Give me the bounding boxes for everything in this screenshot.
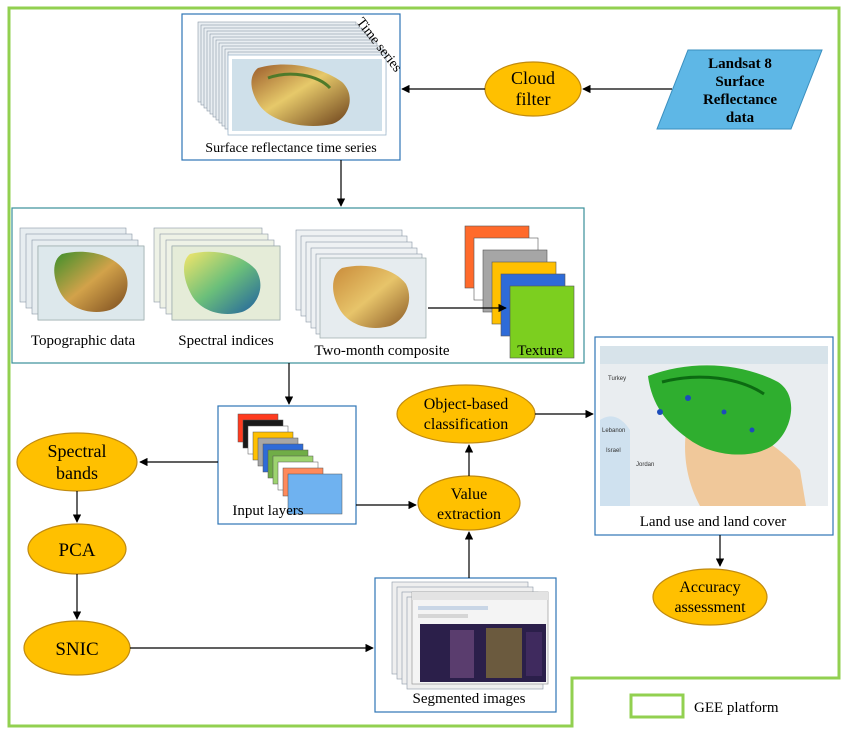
landsat-data-node xyxy=(656,49,823,130)
input-layers-stack xyxy=(237,413,343,515)
texture-layer xyxy=(509,285,575,359)
lulc-map xyxy=(600,346,828,506)
input-layers-label: Input layers xyxy=(232,503,303,519)
topographic-map xyxy=(37,245,145,321)
input-layers-frame xyxy=(217,405,357,525)
spectral-bands-label-1: Spectral xyxy=(48,441,107,461)
gee-legend-label: GEE platform xyxy=(694,700,779,716)
segmented-images-frame xyxy=(374,577,557,713)
spectral-indices-map xyxy=(171,245,281,321)
object-based-classification-node xyxy=(396,384,536,444)
map-place-label: Turkey xyxy=(608,376,626,382)
map-place-label: Lebanon xyxy=(602,428,625,434)
map-place-label: Israel xyxy=(606,448,621,454)
accuracy-label-1: Accuracy xyxy=(679,579,740,596)
landsat-label-4: data xyxy=(726,110,755,126)
accuracy-assessment-node xyxy=(652,568,768,626)
cloud-filter-label: Cloud xyxy=(511,68,555,88)
two-month-composite-label: Two-month composite xyxy=(314,343,450,359)
gee-legend-swatch xyxy=(629,693,685,719)
time-series-stack xyxy=(197,21,387,136)
accuracy-label-2: assessment xyxy=(674,599,746,616)
spectral-indices-label: Spectral indices xyxy=(178,333,274,349)
two-month-composite-map xyxy=(319,257,427,339)
segmented-images-screen xyxy=(411,591,549,685)
topographic-label: Topographic data xyxy=(31,333,136,349)
snic-label: SNIC xyxy=(55,639,98,660)
object-based-label-1: Object-based xyxy=(424,396,508,413)
pca-label: PCA xyxy=(59,540,96,561)
landsat-label-3: Reflectance xyxy=(703,92,777,108)
lulc-label: Land use and land cover xyxy=(640,514,787,530)
object-based-label-2: classification xyxy=(424,416,508,433)
lulc-frame xyxy=(594,336,834,536)
surface-reflectance-time-series-label: Surface reflectance time series xyxy=(205,141,376,156)
feature-panel xyxy=(11,207,585,364)
cloud-filter-label-line2: filter xyxy=(516,89,551,109)
time-series-frame xyxy=(181,13,401,161)
spectral-bands-label-2: bands xyxy=(56,463,98,483)
landsat-label-2: Surface xyxy=(715,74,764,90)
value-extraction-label-1: Value xyxy=(451,486,487,503)
gee-platform-border xyxy=(7,6,841,728)
input-layer xyxy=(287,473,343,515)
value-extraction-label-2: extraction xyxy=(437,506,501,523)
map-place-label: Jordan xyxy=(636,462,654,468)
landsat-label-1: Landsat 8 xyxy=(708,56,772,72)
texture-label: Texture xyxy=(517,343,563,359)
segmented-images-label: Segmented images xyxy=(413,691,526,707)
texture-stack xyxy=(464,225,575,359)
